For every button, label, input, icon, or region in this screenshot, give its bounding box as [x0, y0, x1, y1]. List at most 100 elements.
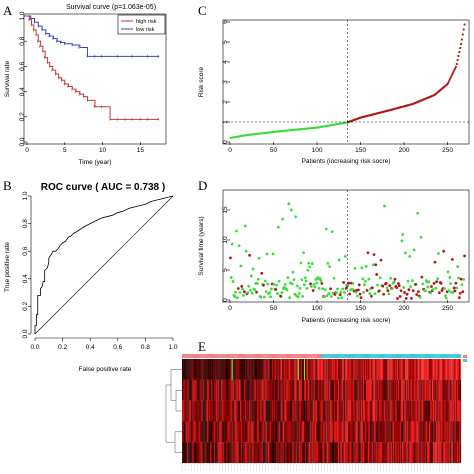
heatmap-cell [254, 442, 256, 464]
heatmap-cell [433, 400, 435, 422]
alive-point [312, 283, 316, 286]
heatmap-cell [267, 421, 269, 443]
survival-ylabel: Survival rate [4, 61, 11, 98]
heatmap-cell [317, 359, 319, 380]
heatmap-cell [404, 442, 406, 464]
heatmap-cell [258, 379, 260, 401]
heatmap-cell [401, 379, 403, 401]
heatmap-cell [201, 400, 203, 422]
heatmap-cell [312, 379, 314, 401]
alive-point [446, 270, 450, 274]
heatmap-cell [412, 421, 414, 443]
heatmap-cell [196, 442, 198, 464]
heatmap-cell-highlight [231, 359, 233, 380]
heatmap-cell [402, 359, 404, 380]
heatmap-cell [315, 359, 317, 380]
heatmap-cell [186, 421, 188, 443]
heatmap-cell [259, 400, 261, 422]
heatmap-cell [414, 421, 416, 443]
y-tick-label: 2 [222, 100, 229, 104]
heatmap-cell [411, 379, 413, 401]
heatmap-cell [381, 421, 383, 443]
alive-point [296, 295, 300, 299]
heatmap-cell [234, 442, 236, 464]
heatmap-cell [211, 400, 214, 422]
annotation-cell [264, 354, 266, 358]
heatmap-cell [337, 359, 339, 380]
dead-point [463, 254, 466, 258]
heatmap-cell [200, 442, 202, 464]
alive-point [247, 284, 251, 288]
heatmap-cell [319, 421, 321, 443]
annotation-cell [236, 354, 238, 358]
alive-point [266, 282, 270, 286]
annotation-cell [343, 354, 345, 358]
x-tick-label: 200 [399, 147, 410, 154]
heatmap-cell [221, 421, 223, 443]
heatmap-cell [453, 400, 455, 422]
heatmap-cell [246, 442, 248, 464]
alive-point [237, 244, 241, 248]
heatmap-cell [341, 400, 343, 422]
heatmap-cell [430, 442, 432, 464]
heatmap-cell [278, 359, 280, 380]
annotation-cell [222, 354, 224, 358]
heatmap-cell [410, 400, 412, 422]
heatmap-cell [222, 359, 224, 380]
heatmap-cell [257, 379, 259, 401]
annotation-cell [371, 354, 373, 358]
alive-point [283, 282, 287, 286]
heatmap-cell [283, 442, 285, 464]
heatmap-cell [230, 442, 232, 464]
heatmap-cell [405, 359, 407, 380]
heatmap-cell [287, 359, 289, 380]
heatmap-cell [249, 442, 251, 464]
heatmap-cell [370, 359, 372, 380]
heatmap-cell [232, 379, 234, 401]
heatmap-cell [419, 400, 421, 422]
heatmap-cell [351, 421, 353, 443]
heatmap-cell [237, 421, 239, 443]
alive-point [371, 263, 375, 267]
heatmap-cell [457, 359, 460, 380]
heatmap-cell [208, 359, 210, 380]
heatmap-cell [184, 421, 186, 443]
annotation-cell [388, 354, 390, 358]
heatmap-cell [185, 442, 187, 464]
heatmap-cell [266, 379, 268, 401]
heatmap-cell [445, 359, 447, 380]
roc-xlabel: False positive rate [79, 366, 132, 373]
heatmap-cell [374, 400, 376, 422]
heatmap-cell [454, 442, 456, 464]
alive-point [340, 296, 344, 300]
dead-point [320, 282, 324, 285]
heatmap-cell [219, 359, 221, 380]
heatmap-cell [451, 421, 453, 443]
heatmap-cell [242, 442, 245, 464]
heatmap-cell [247, 442, 249, 464]
heatmap-cell [265, 442, 267, 464]
annotation-cell [375, 354, 377, 358]
heatmap-cell [317, 400, 319, 422]
alive-point [257, 256, 261, 260]
heatmap-cell [302, 442, 305, 464]
heatmap-cell [259, 359, 261, 380]
heatmap-cell [321, 359, 323, 380]
annotation-cell [452, 354, 454, 358]
heatmap-cell [253, 359, 255, 380]
annotation-cell [430, 354, 432, 358]
dead-point [410, 297, 413, 300]
dead-point [414, 282, 418, 286]
alive-point [315, 281, 319, 285]
heatmap-cell [258, 442, 260, 464]
heatmap-cell [255, 359, 257, 380]
heatmap-cell [416, 400, 418, 422]
heatmap-cell [411, 421, 413, 443]
heatmap-cell [319, 442, 321, 464]
annotation-cell [442, 354, 444, 358]
annotation-cell [186, 354, 188, 358]
heatmap-cell [295, 379, 297, 401]
dead-point [347, 281, 351, 285]
annotation-cell [348, 354, 350, 358]
heatmap-cell [237, 400, 239, 422]
